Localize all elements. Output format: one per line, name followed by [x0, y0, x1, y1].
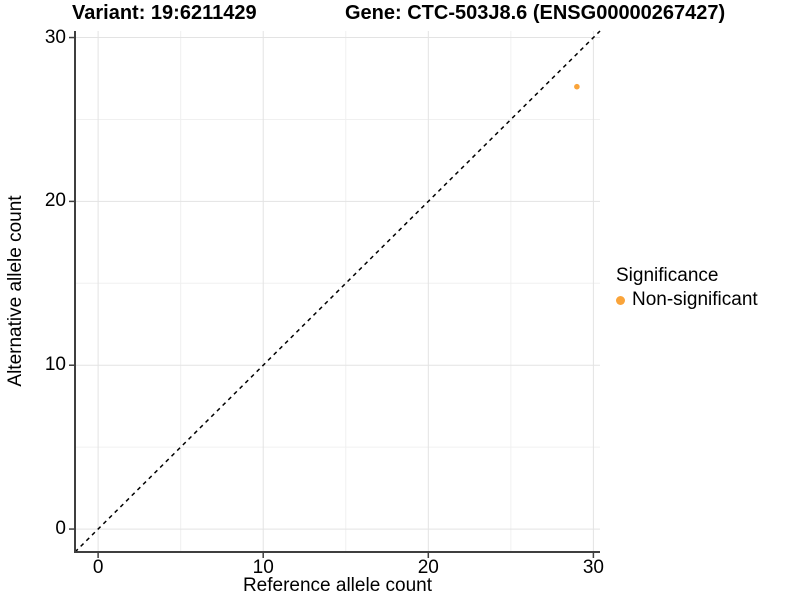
legend-item-label: Non-significant [632, 289, 758, 310]
x-tick-label: 0 [92, 557, 104, 578]
y-tick-label: 10 [44, 354, 66, 376]
legend-title: Significance [616, 265, 719, 286]
y-tick-label: 0 [55, 518, 66, 540]
y-axis-label: Alternative allele count [5, 195, 26, 387]
y-tick-label: 20 [44, 190, 66, 212]
x-tick-label: 20 [417, 557, 439, 578]
legend: Significance Non-significant [616, 265, 758, 311]
x-tick-label: 10 [252, 557, 274, 578]
legend-point-swatch-icon [616, 295, 625, 305]
data-point [574, 83, 580, 90]
variant-title: Variant: 19:6211429 [72, 2, 257, 24]
x-axis-label: Reference allele count [242, 575, 433, 596]
identity-line [74, 30, 601, 553]
y-tick-label: 30 [44, 26, 66, 48]
x-tick-label: 30 [582, 557, 604, 578]
legend-item: Non-significant [616, 289, 758, 311]
gene-title: Gene: CTC-503J8.6 (ENSG00000267427) [345, 2, 726, 24]
